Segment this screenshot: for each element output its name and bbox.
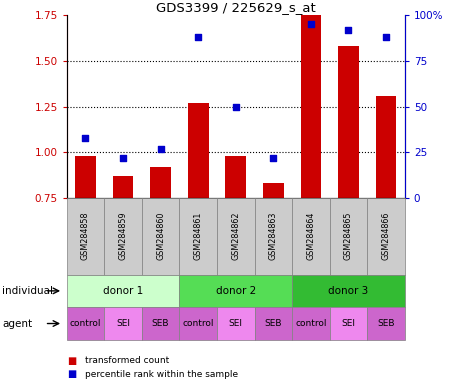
Point	[269, 155, 276, 161]
Text: donor 3: donor 3	[328, 286, 368, 296]
Text: agent: agent	[2, 318, 32, 329]
Text: GSM284862: GSM284862	[231, 212, 240, 260]
Text: donor 1: donor 1	[103, 286, 143, 296]
Point	[232, 104, 239, 110]
Point	[194, 34, 202, 40]
Text: SEB: SEB	[376, 319, 394, 328]
Point	[381, 34, 389, 40]
Title: GDS3399 / 225629_s_at: GDS3399 / 225629_s_at	[156, 1, 315, 14]
Point	[119, 155, 127, 161]
Text: GSM284860: GSM284860	[156, 212, 165, 260]
Bar	[263, 183, 283, 198]
Text: SEB: SEB	[151, 319, 169, 328]
Bar	[300, 0, 320, 198]
Text: SEI: SEI	[341, 319, 355, 328]
Text: control: control	[70, 319, 101, 328]
Bar	[112, 176, 133, 198]
Text: individual: individual	[2, 286, 53, 296]
Text: GSM284866: GSM284866	[381, 212, 390, 260]
Text: percentile rank within the sample: percentile rank within the sample	[85, 370, 238, 379]
Text: ■: ■	[67, 356, 76, 366]
Text: GSM284864: GSM284864	[306, 212, 315, 260]
Bar	[337, 46, 358, 198]
Text: GSM284863: GSM284863	[268, 212, 277, 260]
Text: ■: ■	[67, 369, 76, 379]
Text: GSM284865: GSM284865	[343, 212, 352, 260]
Point	[307, 22, 314, 28]
Bar	[187, 103, 208, 198]
Text: SEI: SEI	[116, 319, 130, 328]
Bar	[375, 96, 396, 198]
Text: control: control	[295, 319, 326, 328]
Bar	[75, 156, 95, 198]
Text: GSM284861: GSM284861	[193, 212, 202, 260]
Text: GSM284859: GSM284859	[118, 212, 127, 260]
Bar	[225, 156, 246, 198]
Text: SEB: SEB	[264, 319, 281, 328]
Point	[82, 134, 89, 141]
Point	[344, 27, 352, 33]
Point	[157, 146, 164, 152]
Bar	[150, 167, 171, 198]
Text: control: control	[182, 319, 213, 328]
Text: donor 2: donor 2	[215, 286, 255, 296]
Text: transformed count: transformed count	[85, 356, 169, 366]
Text: GSM284858: GSM284858	[81, 212, 90, 260]
Text: SEI: SEI	[228, 319, 242, 328]
